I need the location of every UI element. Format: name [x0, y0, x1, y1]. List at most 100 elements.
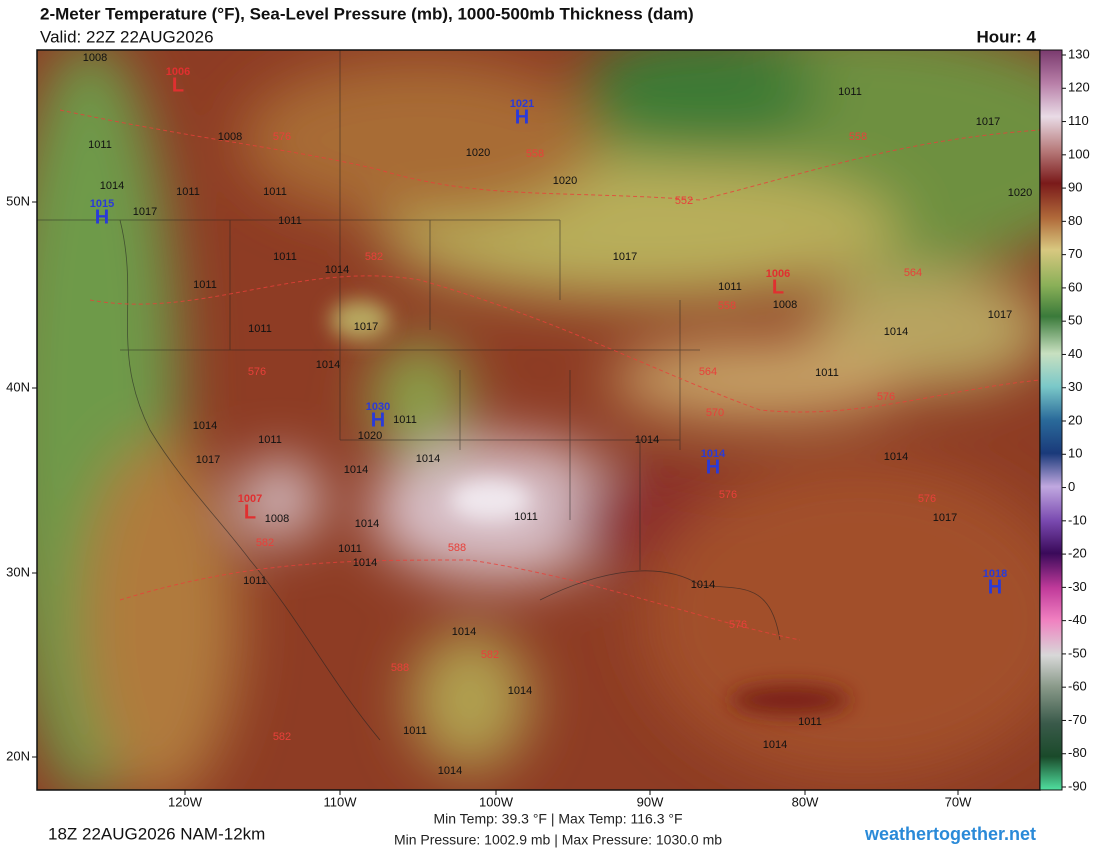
isobar-label: 1014 [416, 453, 440, 465]
isobar-label: 1011 [798, 716, 822, 728]
isobar-label: 1014 [452, 626, 476, 638]
isobar-label: 1011 [718, 281, 742, 293]
isobar-label: 1011 [278, 215, 302, 227]
temp-range: Min Temp: 39.3 °F | Max Temp: 116.3 °F [433, 811, 682, 827]
isobar-label: 1017 [133, 206, 157, 218]
center-pressure: 1006 [166, 66, 190, 78]
thickness-label: 558 [718, 300, 736, 312]
isobar-label: 1017 [933, 512, 957, 524]
colorbar-label: 20 [1068, 412, 1082, 427]
isobar-label: 1017 [988, 309, 1012, 321]
isobar-label: 1011 [514, 511, 538, 523]
center-symbol: H [515, 106, 529, 128]
colorbar-label: 0 [1068, 479, 1075, 494]
isobar-label: 1011 [176, 186, 200, 198]
isobar-label: 1014 [508, 685, 532, 697]
center-symbol: H [706, 456, 720, 478]
thickness-label: 576 [273, 131, 291, 143]
colorbar-label: 30 [1068, 379, 1082, 394]
thickness-label: 576 [729, 619, 747, 631]
thickness-label: 576 [719, 489, 737, 501]
thickness-label: 570 [706, 407, 724, 419]
isobar-label: 1011 [193, 279, 217, 291]
isobar-label: 1011 [338, 543, 362, 555]
colorbar-label: -50 [1068, 645, 1087, 660]
isobar-label: 1020 [1008, 187, 1032, 199]
isobar-label: 1011 [88, 139, 112, 151]
center-symbol: L [772, 276, 784, 298]
thickness-label: 564 [699, 366, 717, 378]
center-pressure: 1030 [366, 401, 390, 413]
center-pressure: 1015 [90, 198, 114, 210]
thickness-label: 582 [256, 537, 274, 549]
isobar-label: 1014 [100, 180, 124, 192]
lat-label: 40N [6, 379, 30, 394]
isobar-label: 1014 [355, 518, 379, 530]
lon-label: 90W [637, 794, 664, 809]
isobar-label: 1014 [691, 579, 715, 591]
lon-label: 110W [324, 794, 358, 809]
thickness-label: 558 [526, 148, 544, 160]
valid-time: Valid: 22Z 22AUG2026 [40, 27, 214, 46]
lat-label: 30N [6, 564, 30, 579]
isobar-label: 1011 [248, 323, 272, 335]
lon-label: 80W [792, 794, 819, 809]
isobar-label: 1017 [354, 321, 378, 333]
center-pressure: 1018 [983, 568, 1007, 580]
isobar-label: 1014 [884, 451, 908, 463]
isobar-label: 1011 [243, 575, 267, 587]
colorbar-label: 40 [1068, 346, 1082, 361]
colorbar-label: 90 [1068, 180, 1082, 195]
thickness-label: 564 [904, 267, 922, 279]
isobar-label: 1020 [466, 147, 490, 159]
site-link[interactable]: weathertogether.net [864, 824, 1036, 844]
title: 2-Meter Temperature (°F), Sea-Level Pres… [40, 4, 694, 23]
center-pressure: 1007 [238, 493, 262, 505]
center-symbol: H [95, 206, 109, 228]
pressure-range: Min Pressure: 1002.9 mb | Max Pressure: … [394, 832, 722, 848]
thickness-label: 576 [918, 493, 936, 505]
colorbar-label: 120 [1068, 80, 1090, 95]
thickness-label: 588 [391, 662, 409, 674]
colorbar-label: 70 [1068, 246, 1082, 261]
isobar-label: 1017 [613, 251, 637, 263]
lon-label: 100W [479, 794, 514, 809]
isobar-label: 1011 [838, 86, 862, 98]
lon-label: 120W [168, 794, 203, 809]
isobar-label: 1008 [83, 52, 107, 64]
colorbar-label: 100 [1068, 146, 1090, 161]
isobar-label: 1014 [353, 557, 377, 569]
model-run: 18Z 22AUG2026 NAM-12km [48, 824, 265, 843]
isobar-label: 1014 [193, 420, 217, 432]
lat-label: 20N [6, 748, 30, 763]
isobar-label: 1011 [393, 414, 417, 426]
isobar-label: 1008 [773, 299, 797, 311]
center-symbol: H [371, 409, 385, 431]
isobar-label: 1008 [265, 513, 289, 525]
thickness-label: 588 [448, 542, 466, 554]
colorbar-label: 110 [1068, 113, 1089, 128]
isobar-label: 1014 [325, 264, 349, 276]
thickness-label: 576 [877, 391, 895, 403]
isobar-label: 1011 [258, 434, 282, 446]
thickness-label: 582 [481, 649, 499, 661]
isobar-label: 1011 [273, 251, 297, 263]
center-symbol: L [172, 74, 184, 96]
isobar-label: 1020 [358, 430, 382, 442]
center-symbol: H [988, 576, 1002, 598]
isobar-label: 1014 [884, 326, 908, 338]
map-field [37, 50, 1040, 790]
thickness-label: 552 [675, 195, 693, 207]
colorbar-label: 10 [1068, 446, 1082, 461]
forecast-hour: Hour: 4 [977, 27, 1037, 46]
colorbar-label: -10 [1068, 512, 1087, 527]
isobar-label: 1011 [815, 367, 839, 379]
thickness-label: 582 [365, 251, 383, 263]
colorbar-label: -40 [1068, 612, 1087, 627]
isobar-label: 1014 [344, 464, 368, 476]
isobar-label: 1014 [635, 434, 659, 446]
colorbar [1039, 49, 1063, 791]
colorbar-label: 80 [1068, 213, 1082, 228]
isobar-label: 1014 [438, 765, 462, 777]
isobar-label: 1011 [263, 186, 287, 198]
